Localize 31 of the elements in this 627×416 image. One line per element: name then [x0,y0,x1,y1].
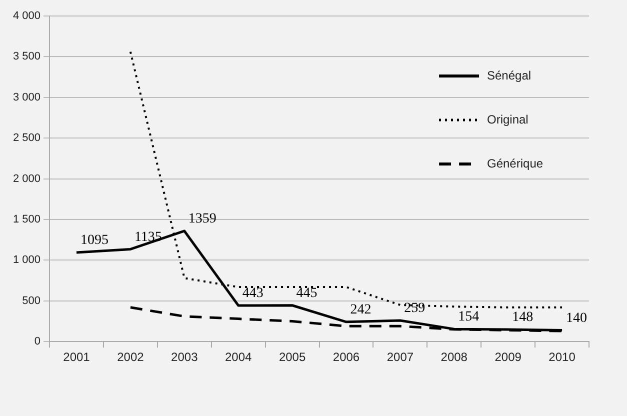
x-tick-label: 2005 [278,350,306,364]
data-label: 140 [566,310,588,326]
y-tick-label: 1 000 [12,254,41,266]
data-label: 1095 [80,233,108,248]
x-tick-label: 2001 [63,350,90,364]
data-label: 148 [512,310,534,326]
y-tick-label: 3 500 [12,50,41,63]
legend-label: Sénégal [487,68,532,82]
x-tick-label: 2002 [117,350,144,364]
data-label: 445 [296,286,318,302]
x-tick-label: 2009 [494,350,522,364]
x-tick-label: 2008 [440,350,468,364]
data-label: 259 [404,301,426,316]
x-tick-label: 2010 [548,350,576,364]
y-tick-label: 2 000 [12,172,41,185]
y-tick-label: 3 000 [12,91,41,104]
legend-label: Générique [487,156,544,170]
x-tick-label: 2006 [332,350,360,364]
x-tick-label: 2003 [171,350,198,364]
data-label: 242 [350,302,372,318]
y-tick-label: 500 [22,294,41,307]
data-label: 1359 [188,212,216,227]
data-label: 443 [242,286,264,302]
legend-label: Original [487,112,528,126]
x-tick-label: 2007 [386,350,414,364]
data-label: 154 [458,310,480,325]
y-tick-label: 1 500 [12,214,41,226]
x-tick-label: 2004 [224,350,252,364]
y-tick-label: 0 [34,336,41,348]
y-tick-label: 2 500 [12,132,41,144]
y-tick-label: 4 000 [12,10,41,22]
